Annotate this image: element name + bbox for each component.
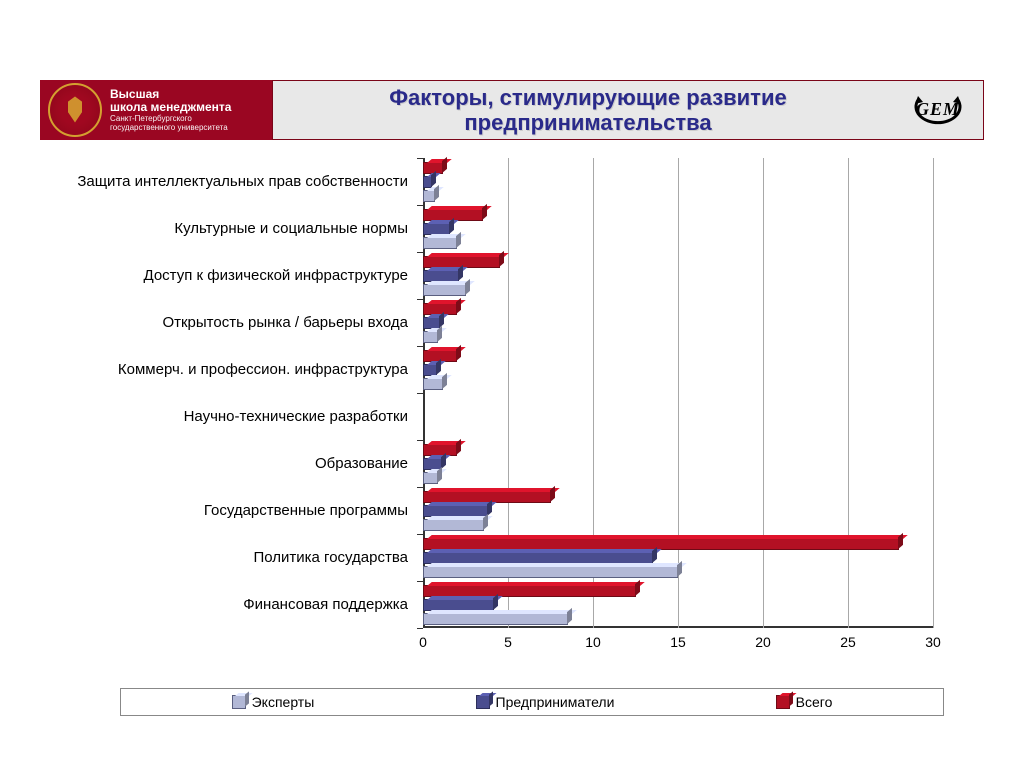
bar	[423, 378, 443, 390]
university-seal-icon	[48, 83, 102, 137]
bar	[423, 176, 432, 188]
header-band: Высшая школа менеджмента Санкт-Петербург…	[40, 80, 984, 140]
bar	[423, 613, 568, 625]
y-tick	[417, 346, 423, 347]
chart-plot-area	[423, 158, 933, 628]
legend-item: Предприниматели	[476, 694, 615, 710]
category-label: Доступ к физической инфраструктуре	[48, 267, 408, 284]
category-label: Коммерч. и профессион. инфраструктура	[48, 361, 408, 378]
slide: Высшая школа менеджмента Санкт-Петербург…	[0, 0, 1024, 768]
y-tick	[417, 581, 423, 582]
x-tick-label: 15	[670, 634, 686, 650]
logo-line-1: Высшая	[110, 88, 231, 101]
x-tick-label: 10	[585, 634, 601, 650]
x-gridline	[763, 158, 764, 628]
y-tick	[417, 440, 423, 441]
legend-label: Эксперты	[252, 694, 315, 710]
category-label: Открытость рынка / барьеры входа	[48, 314, 408, 331]
chart: 0 5 10 15 20 25 30 Защита интеллектуальных прав…	[48, 158, 976, 670]
category-label: Финансовая поддержка	[48, 596, 408, 613]
x-tick-label: 0	[419, 634, 427, 650]
x-tick-label: 25	[840, 634, 856, 650]
legend-swatch	[476, 695, 490, 709]
logo-line-4: государственного университета	[110, 124, 231, 132]
y-tick	[417, 534, 423, 535]
bar	[423, 519, 484, 531]
gem-logo: GEM	[911, 90, 965, 130]
x-gridline	[848, 158, 849, 628]
category-label: Научно-технические разработки	[48, 408, 408, 425]
x-tick-label: 20	[755, 634, 771, 650]
gem-logo-text: GEM	[916, 99, 960, 120]
bar	[423, 331, 438, 343]
institution-name: Высшая школа менеджмента Санкт-Петербург…	[110, 88, 231, 132]
y-tick	[417, 628, 423, 629]
category-label: Образование	[48, 455, 408, 472]
legend-item: Всего	[776, 694, 833, 710]
bar	[423, 190, 435, 202]
legend-swatch	[232, 695, 246, 709]
y-tick	[417, 393, 423, 394]
bar	[423, 237, 457, 249]
slide-title-box: Факторы, стимулирующие развитие предприн…	[272, 80, 984, 140]
institution-logo-block: Высшая школа менеджмента Санкт-Петербург…	[40, 80, 272, 140]
legend-swatch	[776, 695, 790, 709]
legend-item: Эксперты	[232, 694, 315, 710]
x-tick-label: 30	[925, 634, 941, 650]
bar	[423, 284, 466, 296]
category-label: Государственные программы	[48, 502, 408, 519]
bar	[423, 472, 438, 484]
y-tick	[417, 299, 423, 300]
logo-line-2: школа менеджмента	[110, 101, 231, 114]
y-tick	[417, 487, 423, 488]
chart-legend: Эксперты Предприниматели Всего	[120, 688, 944, 716]
category-label: Культурные и социальные нормы	[48, 220, 408, 237]
y-tick	[417, 252, 423, 253]
x-gridline	[678, 158, 679, 628]
y-tick	[417, 158, 423, 159]
category-label: Защита интеллектуальных прав собственнос…	[48, 173, 408, 190]
legend-label: Предприниматели	[496, 694, 615, 710]
x-gridline	[933, 158, 934, 628]
bar	[423, 566, 678, 578]
category-label: Политика государства	[48, 549, 408, 566]
legend-label: Всего	[796, 694, 833, 710]
slide-title: Факторы, стимулирующие развитие предприн…	[273, 85, 983, 136]
y-tick	[417, 205, 423, 206]
x-tick-label: 5	[504, 634, 512, 650]
